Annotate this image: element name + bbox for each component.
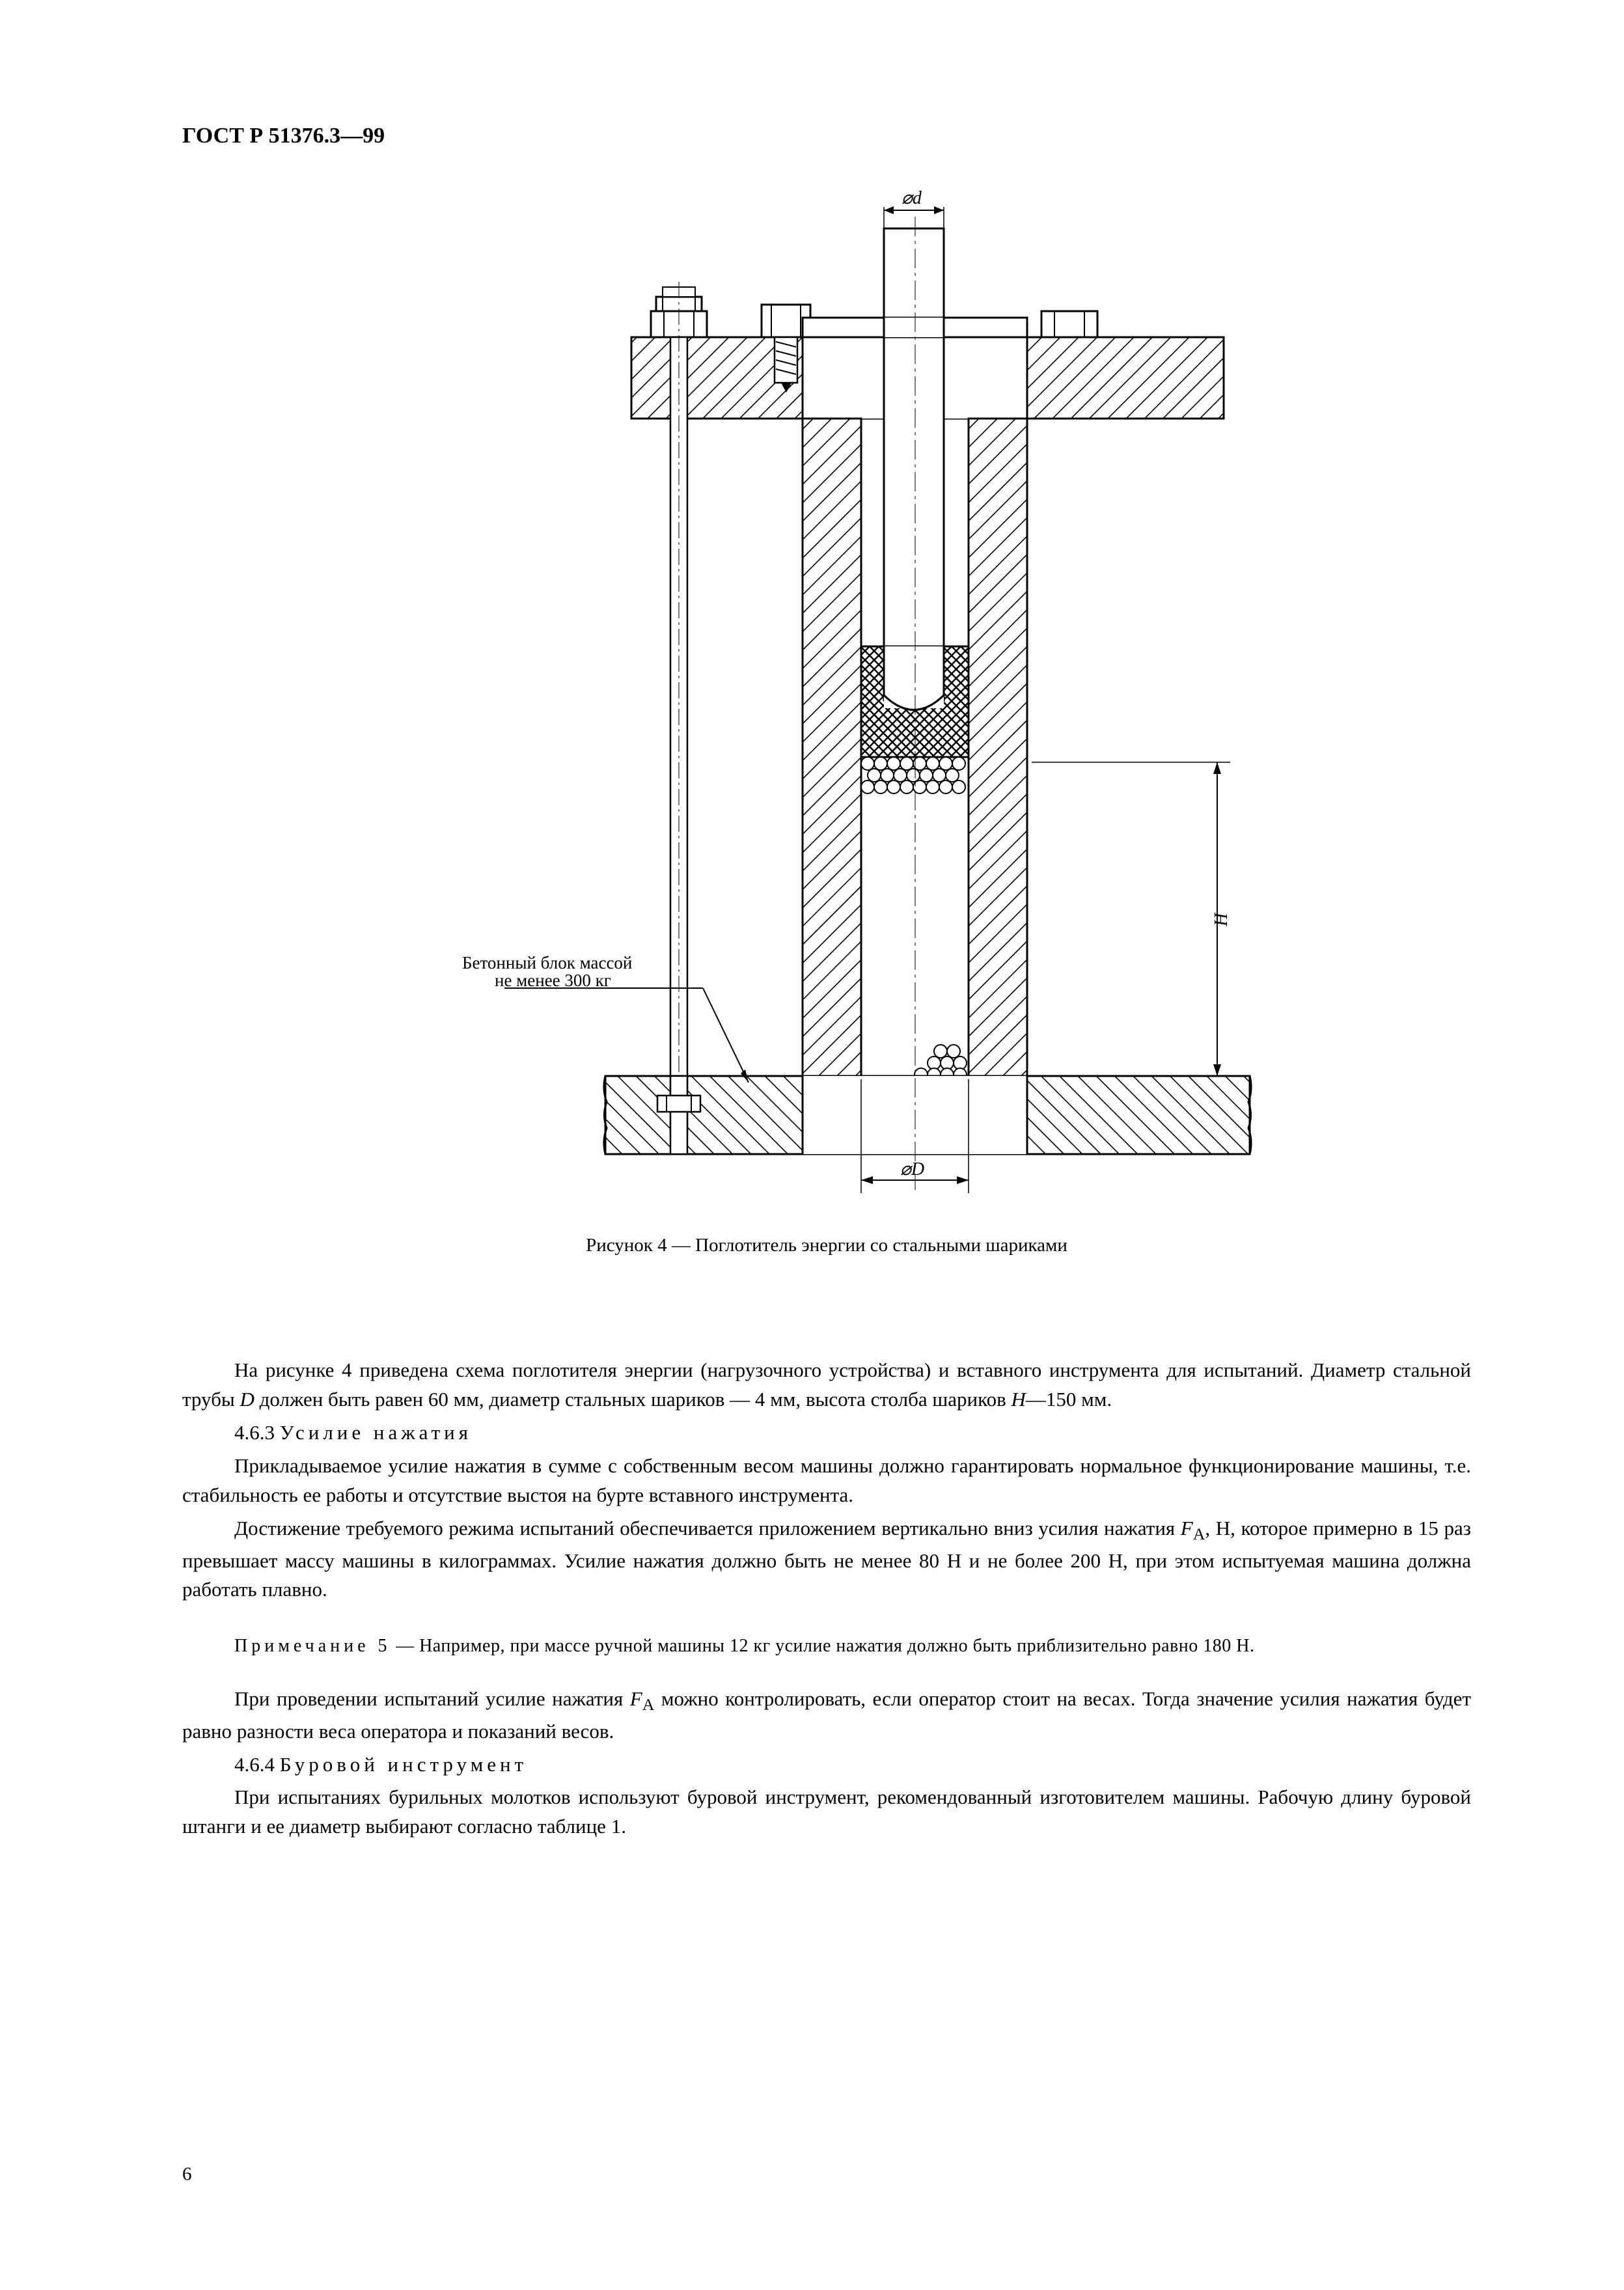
p4-A: A (642, 1695, 655, 1714)
p3-F: F (1181, 1517, 1193, 1539)
p1-suffix: —150 мм. (1026, 1388, 1112, 1411)
note-text: — Например, при массе ручной машины 12 к… (391, 1636, 1255, 1656)
p3-prefix: Достижение требуемого режима испытаний о… (234, 1517, 1181, 1539)
p4-F: F (630, 1687, 642, 1710)
note-label: Примечание 5 (234, 1636, 391, 1656)
energy-absorber-diagram: ⌀d (378, 191, 1276, 1193)
figure-4-container: ⌀d (182, 191, 1471, 1193)
paragraph-3: Достижение требуемого режима испытаний о… (182, 1514, 1471, 1605)
dim-H-label: H (1211, 912, 1232, 927)
note-5: Примечание 5 — Например, при массе ручно… (182, 1633, 1471, 1660)
document-header: ГОСТ Р 51376.3—99 (182, 120, 1471, 152)
callout-text-2: не менее 300 кг (495, 971, 611, 990)
paragraph-4: При проведении испытаний усилие нажатия … (182, 1685, 1471, 1746)
paragraph-2: Прикладываемое усилие нажатия в сумме с … (182, 1452, 1471, 1510)
figure-caption: Рисунок 4 — Поглотитель энергии со сталь… (182, 1232, 1471, 1259)
dim-d-label: ⌀d (901, 191, 922, 208)
p4-prefix: При проведении испытаний усилие нажатия (234, 1687, 630, 1710)
section-4.6.4-heading: 4.6.4 Буровой инструмент (182, 1750, 1471, 1780)
p3-A: A (1193, 1524, 1205, 1543)
paragraph-5: При испытаниях бурильных молотков исполь… (182, 1783, 1471, 1842)
paragraph-1: На рисунке 4 приведена схема поглотителя… (182, 1356, 1471, 1414)
p1-mid: должен быть равен 60 мм, диаметр стальны… (255, 1388, 1012, 1411)
callout-text-1: Бетонный блок массой (462, 953, 632, 973)
p1-H: H (1011, 1388, 1025, 1411)
s463-num: 4.6.3 (234, 1421, 280, 1444)
s464-num: 4.6.4 (234, 1753, 280, 1776)
page-number: 6 (182, 2161, 192, 2188)
s464-title: Буровой инструмент (280, 1753, 527, 1776)
p1-D: D (240, 1388, 254, 1411)
dim-D-label: ⌀D (900, 1159, 924, 1179)
s463-title: Усилие нажатия (280, 1421, 472, 1444)
section-4.6.3-heading: 4.6.3 Усилие нажатия (182, 1418, 1471, 1448)
